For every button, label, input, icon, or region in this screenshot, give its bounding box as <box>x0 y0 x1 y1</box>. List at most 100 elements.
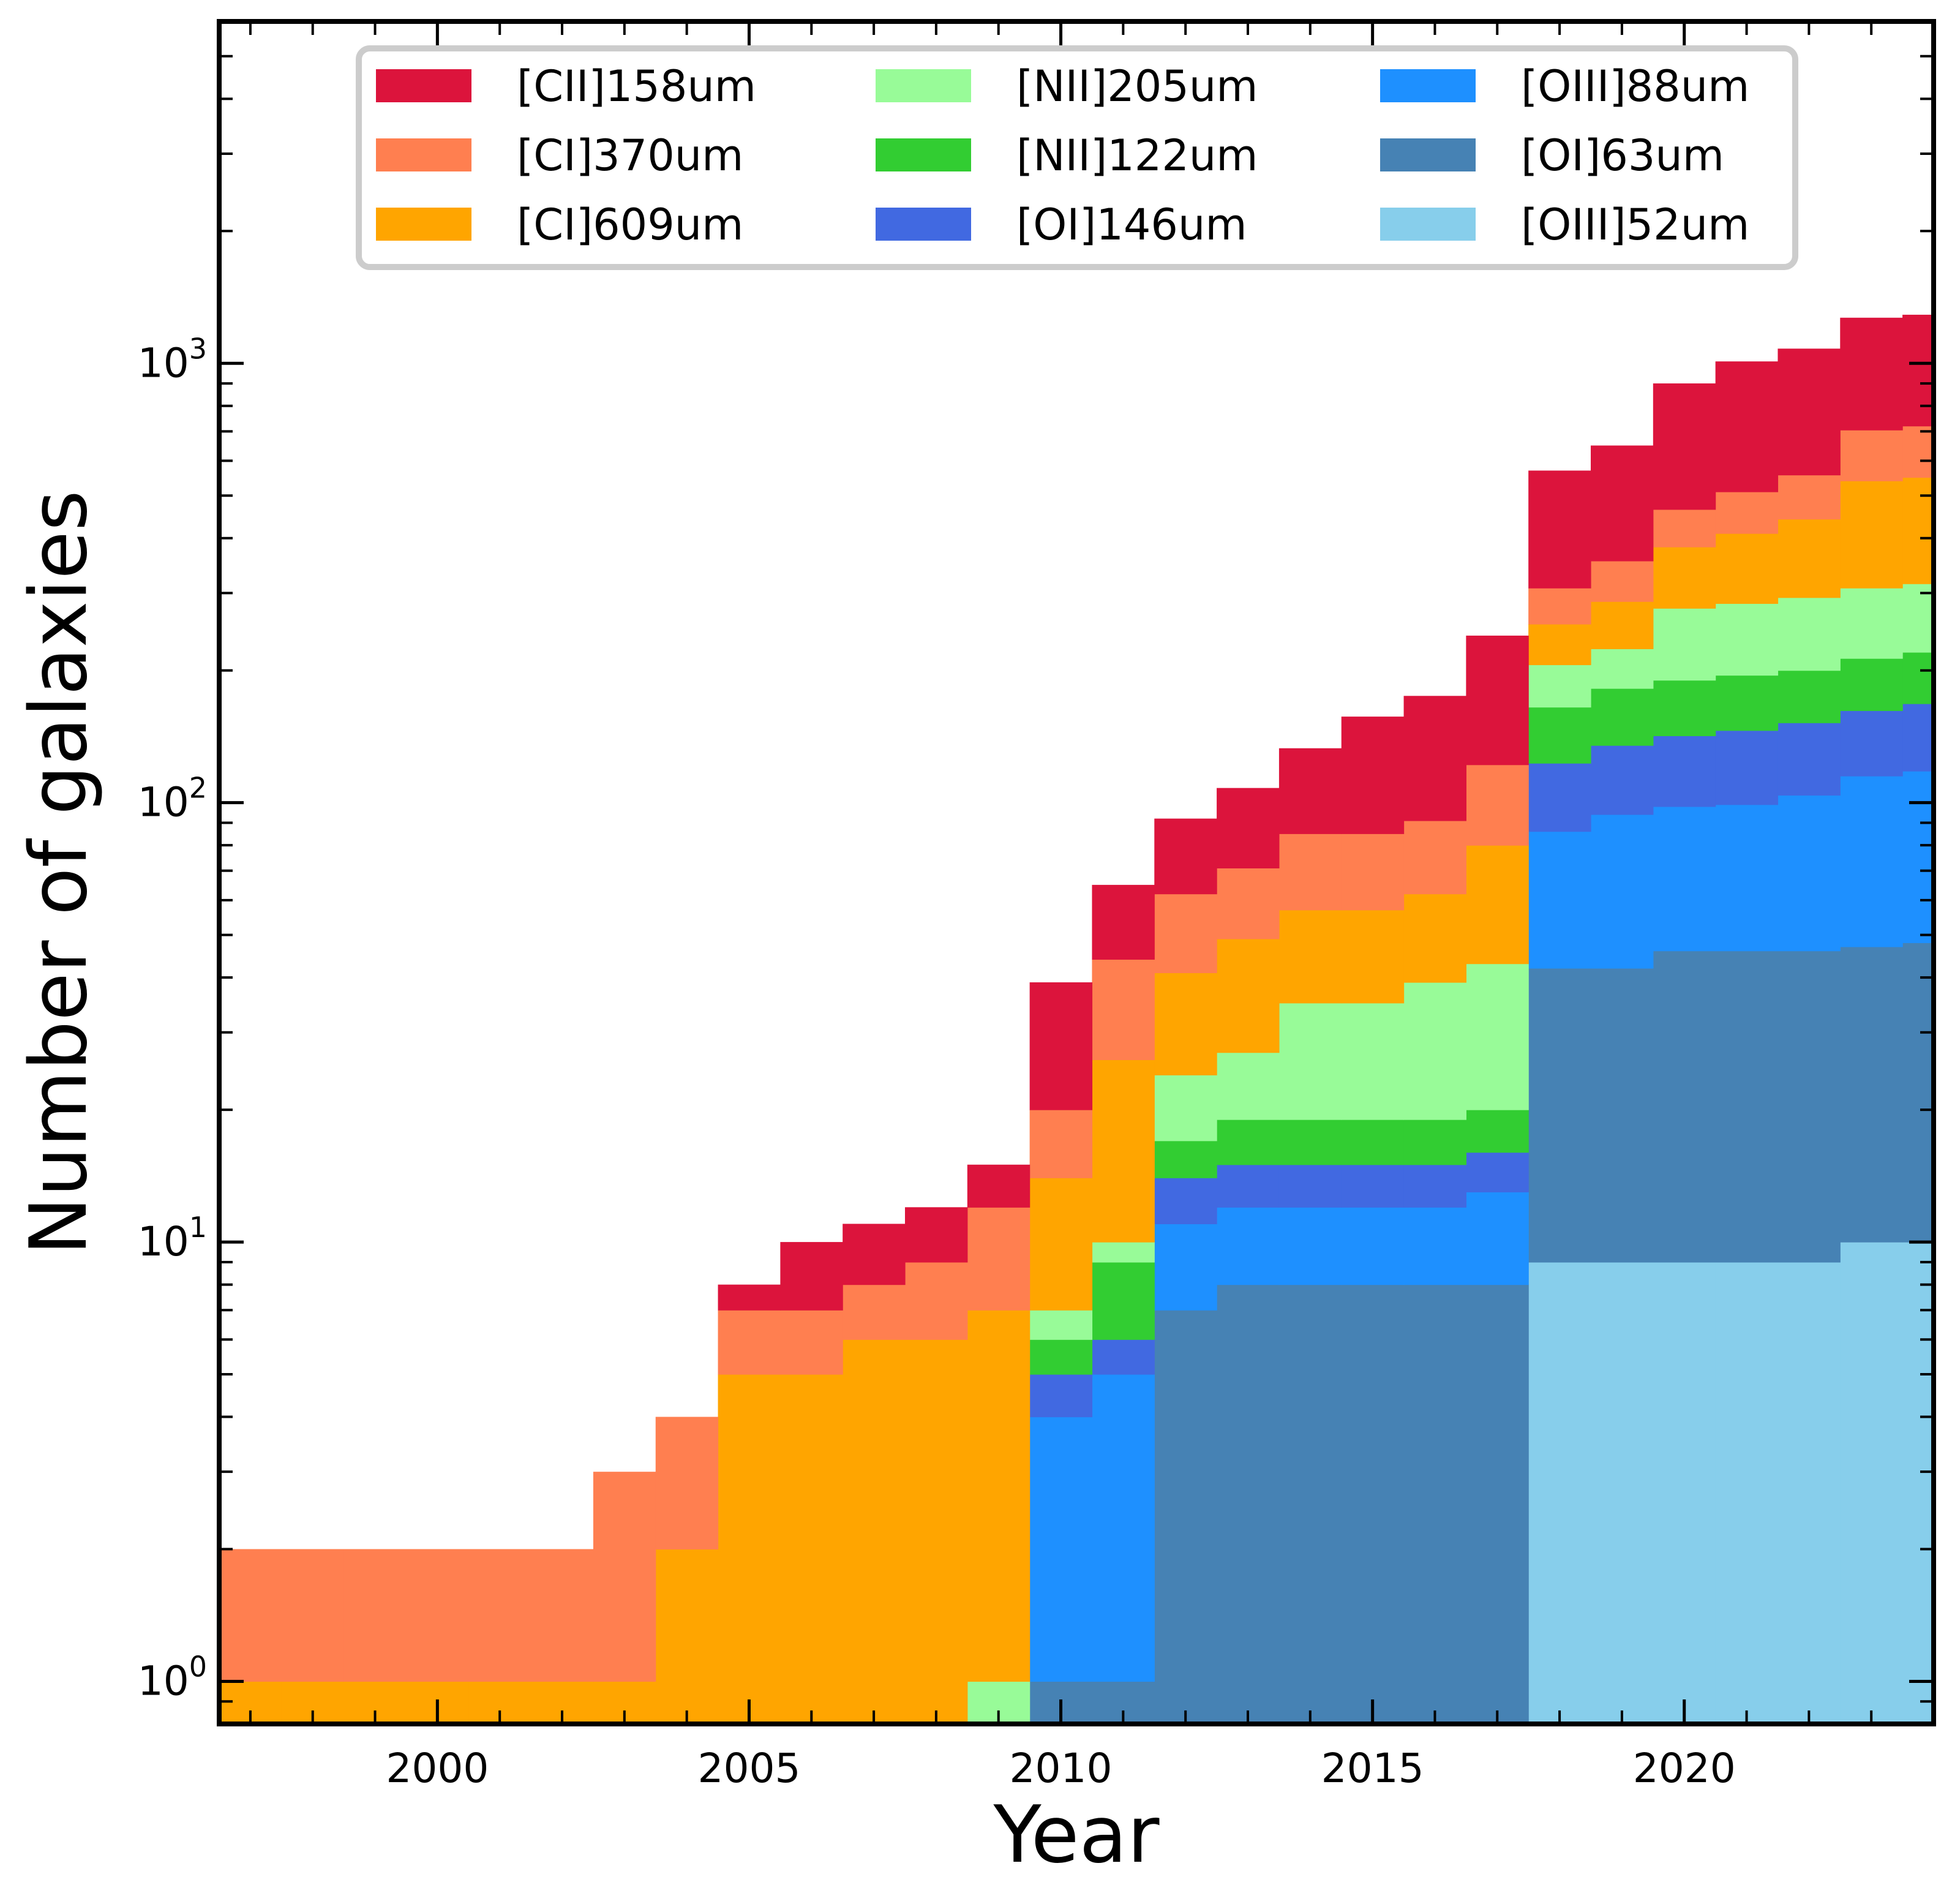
bar-segment <box>1653 680 1716 737</box>
bar-segment <box>1777 723 1841 796</box>
bar-segment <box>1591 445 1654 562</box>
bar-segment <box>1715 950 1779 1263</box>
bar-segment <box>1840 1242 1903 1724</box>
bar-segment <box>593 1472 656 1682</box>
legend-swatch <box>376 208 471 241</box>
bar-segment <box>1217 868 1280 939</box>
legend-swatch <box>876 208 971 241</box>
bar-segment <box>1403 982 1466 1120</box>
legend-label: [OI]63um <box>1521 130 1724 181</box>
bar-segment <box>1591 1262 1654 1724</box>
bar-segment <box>1092 1374 1155 1682</box>
bar-segment <box>1591 814 1654 969</box>
plot-frame <box>217 19 1936 1726</box>
bar-segment <box>1092 959 1155 1060</box>
bar-segment <box>1528 624 1591 666</box>
bar-segment <box>1403 1284 1466 1724</box>
bar-segment <box>1840 430 1903 481</box>
x-tick-label: 2020 <box>1633 1745 1736 1792</box>
bar-segment <box>1466 1284 1529 1724</box>
bar-segment <box>1092 1339 1155 1375</box>
bar-segment <box>1403 894 1466 983</box>
legend-item: [OIII]88um <box>1380 61 1749 111</box>
series-[OIII]88um <box>1029 771 1934 1682</box>
legend-item: [NII]122um <box>876 130 1258 181</box>
bar-segment <box>1840 317 1903 431</box>
bar-segment <box>1341 1284 1405 1724</box>
series-[CII]158um <box>718 314 1934 1311</box>
bar-segment <box>1403 1164 1466 1208</box>
y-tick-label: 100 <box>138 1650 207 1704</box>
legend-swatch <box>1380 208 1476 241</box>
bar-segment <box>967 1310 1030 1682</box>
bar-segment <box>1029 1374 1093 1418</box>
y-tick-label: 102 <box>138 772 207 826</box>
bar-segment <box>1403 1119 1466 1165</box>
bar-segment <box>1840 946 1903 1243</box>
bar-segment <box>780 1374 843 1724</box>
bar-segment <box>1466 1152 1529 1192</box>
bar-segment <box>1217 1052 1280 1120</box>
bar-segment <box>1278 1119 1342 1165</box>
bar-segment <box>1217 1119 1280 1165</box>
bar-segment <box>406 1549 469 1682</box>
bar-segment <box>1715 804 1779 952</box>
bar-segment <box>1154 1310 1217 1724</box>
legend-swatch <box>1380 69 1476 102</box>
series-[NII]122um <box>1029 652 1934 1375</box>
bar-segment <box>1528 831 1591 969</box>
bar-segment <box>1466 764 1529 846</box>
series-[CI]609um <box>219 477 1934 1724</box>
bar-segment <box>1653 547 1716 609</box>
bar-segment <box>1591 649 1654 689</box>
bar-segment <box>1715 533 1779 604</box>
bar-segment <box>655 1549 719 1724</box>
bar-segment <box>1902 652 1934 704</box>
x-axis-title: Year <box>993 1789 1160 1881</box>
bar-segment <box>1341 1164 1405 1208</box>
legend-swatch <box>876 138 971 171</box>
bar-segment <box>1528 968 1591 1263</box>
bar-segment <box>1341 1207 1405 1285</box>
bar-segment <box>1715 361 1779 492</box>
bar-segment <box>1840 710 1903 777</box>
bar-segment <box>1341 833 1405 911</box>
x-tick-label: 2005 <box>697 1745 800 1792</box>
bar-segment <box>1341 1119 1405 1165</box>
bar-segment <box>1092 884 1155 960</box>
bar-segment <box>1528 588 1591 625</box>
legend-item: [CI]370um <box>376 130 743 181</box>
bar-segment <box>1715 675 1779 731</box>
bar-segment <box>1902 943 1934 1243</box>
series-[OI]146um <box>1029 704 1934 1418</box>
bar-segment <box>1777 348 1841 476</box>
series-[NII]205um <box>967 584 1934 1724</box>
legend-label: [CI]609um <box>517 200 743 250</box>
bar-segment <box>1466 1110 1529 1153</box>
bar-segment <box>1278 833 1342 911</box>
bar-segment <box>1217 788 1280 868</box>
bar-segment <box>1528 470 1591 589</box>
legend-label: [OIII]88um <box>1521 61 1749 111</box>
tick-labels: 2000 2005 2010 2015 2020 100 101 102 103 <box>138 332 1736 1792</box>
x-tick-label: 2015 <box>1321 1745 1424 1792</box>
legend-swatch <box>876 69 971 102</box>
bar-segment <box>967 1164 1030 1208</box>
bar-segment <box>1217 1284 1280 1724</box>
bar-segment <box>1278 1207 1342 1285</box>
bar-segment <box>281 1549 345 1682</box>
bar-segment <box>1902 1242 1934 1724</box>
bar-segment <box>1777 950 1841 1263</box>
bar-segment <box>1466 1192 1529 1285</box>
bar-segment <box>1777 475 1841 520</box>
y-tick-label: 101 <box>138 1211 207 1265</box>
bar-segment <box>905 1262 968 1340</box>
bar-segment <box>1840 776 1903 947</box>
bar-segment <box>718 1374 781 1724</box>
series-[OI]63um <box>1029 943 1934 1724</box>
legend-label: [OI]146um <box>1016 200 1247 250</box>
bar-segment <box>1591 688 1654 746</box>
bar-segment <box>1154 1178 1217 1224</box>
bar-segment <box>1902 584 1934 653</box>
